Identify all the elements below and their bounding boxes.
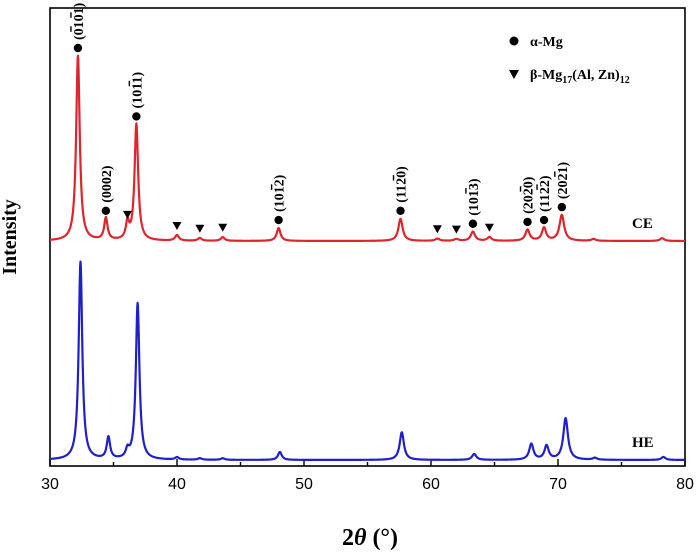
peak-label-text: (1122) <box>538 175 553 212</box>
phase-markers <box>73 43 567 234</box>
alpha-mg-marker <box>523 217 532 227</box>
peak-label-text: (0101) <box>72 2 87 40</box>
series-line-he <box>49 260 686 462</box>
peak-label: (1120) <box>392 166 410 203</box>
beta-phase-marker <box>432 225 442 234</box>
series-label-ce: CE <box>632 216 653 232</box>
beta-phase-marker <box>451 225 461 234</box>
peak-label: (0002) <box>100 165 115 203</box>
peak-label: (1011) <box>128 72 145 109</box>
series-layer <box>49 54 686 462</box>
beta-phase-marker <box>122 210 132 219</box>
legend-alpha-label: α-Mg <box>530 35 563 50</box>
series-label-he: HE <box>632 435 654 451</box>
x-tick-label: 60 <box>422 476 440 493</box>
legend-beta-marker <box>509 70 519 79</box>
alpha-mg-marker <box>539 215 549 225</box>
x-axis-title-theta: θ <box>354 525 367 551</box>
peak-label-text: (1012) <box>273 174 288 212</box>
alpha-mg-marker <box>101 206 111 215</box>
beta-phase-marker <box>172 221 182 230</box>
alpha-mg-marker <box>557 202 567 212</box>
x-axis-title: 2θ (°) <box>342 525 398 551</box>
alpha-mg-marker <box>132 112 141 121</box>
legend-beta-sub2: 12 <box>620 75 630 86</box>
x-tick-label: 50 <box>295 476 313 493</box>
x-tick-label: 30 <box>41 476 59 493</box>
legend-beta-sub1: 17 <box>562 75 572 86</box>
beta-phase-marker <box>484 223 494 232</box>
x-tick-label: 80 <box>676 476 694 493</box>
x-tick-label: 40 <box>168 476 186 493</box>
beta-phase-marker <box>218 223 228 232</box>
peak-label-text: (1013) <box>467 178 482 216</box>
x-axis-tick-labels: 30 40 50 60 70 80 <box>41 476 694 493</box>
peak-label-text: (2020) <box>522 176 537 214</box>
peak-label: (2021) <box>554 161 571 199</box>
peak-label: (1013) <box>465 178 482 216</box>
peak-label-text: (2021) <box>556 161 571 199</box>
alpha-mg-marker <box>396 206 405 215</box>
peak-label: (1122) <box>536 175 553 212</box>
peak-labels: (0101) (0002) (1011) (1012) (1120) (1013) (202… <box>70 2 571 216</box>
legend-beta-label: β-Mg17(Al, Zn)12 <box>530 68 630 86</box>
legend: α-Mg β-Mg17(Al, Zn)12 <box>509 35 630 86</box>
x-tick-label: 70 <box>549 476 567 493</box>
series-line-ce <box>49 54 686 243</box>
beta-phase-marker <box>195 224 205 233</box>
alpha-mg-marker <box>274 215 283 225</box>
peak-label: (1012) <box>270 174 288 212</box>
peak-label: (0101) <box>70 2 87 40</box>
x-axis-title-unit: (°) <box>366 525 398 551</box>
alpha-mg-marker <box>468 219 478 228</box>
y-axis-title: Intensity <box>0 199 21 275</box>
alpha-mg-marker <box>73 43 83 53</box>
peak-label-text: (0002) <box>100 165 115 203</box>
legend-beta-main: β-Mg <box>530 68 562 83</box>
legend-beta-mid: (Al, Zn) <box>572 68 620 83</box>
peak-label-text: (1011) <box>130 72 145 109</box>
legend-alpha-marker <box>509 36 519 46</box>
peak-label: (2020) <box>519 176 537 214</box>
x-axis-title-main: 2 <box>342 525 354 551</box>
peak-label-text: (1120) <box>395 166 410 203</box>
